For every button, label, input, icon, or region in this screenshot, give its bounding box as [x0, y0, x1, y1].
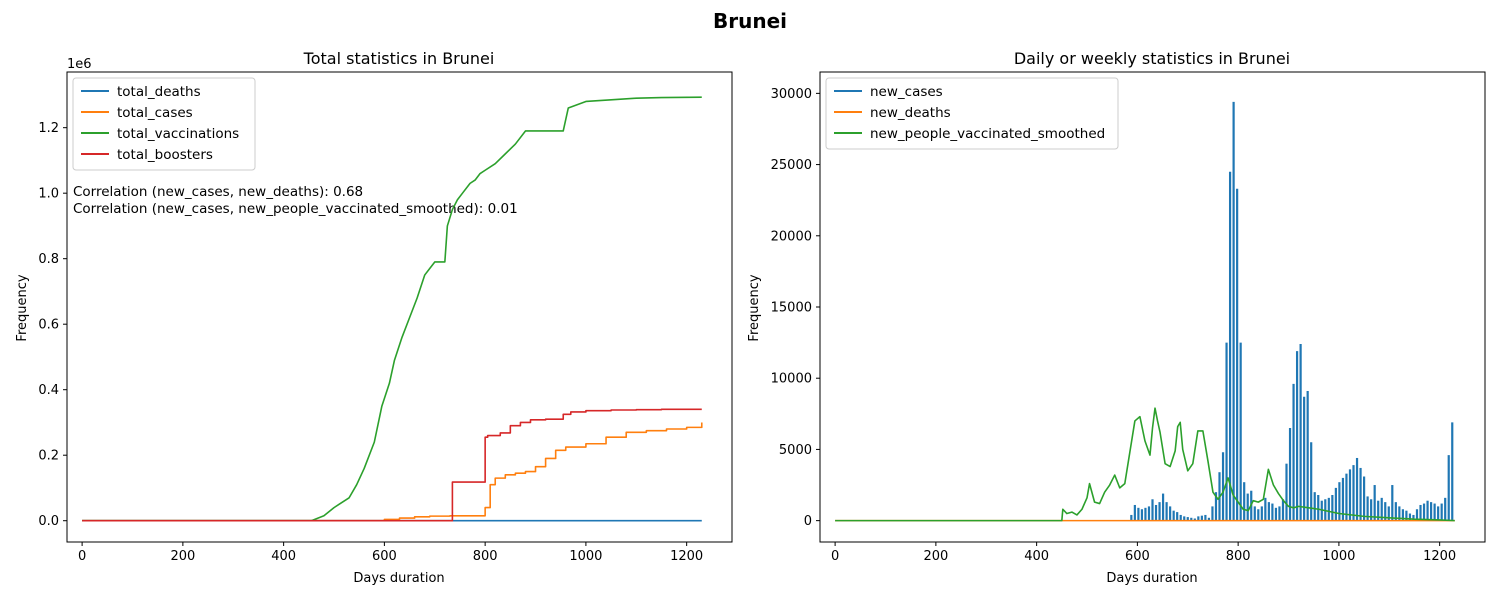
daily-statistics-chart: Daily or weekly statistics in Brunei Day… [747, 49, 1485, 586]
total-x-tick-label: 400 [271, 549, 296, 564]
total-legend-label-total-deaths: total_deaths [117, 84, 201, 100]
total-x-tick-label: 1000 [569, 549, 602, 564]
total-x-tick-label: 0 [78, 549, 86, 564]
total-x-tick-label: 200 [170, 549, 195, 564]
total-y-tick-label: 0.0 [38, 514, 59, 529]
daily-chart-ylabel: Frequency [747, 274, 762, 341]
total-legend: total_deaths total_cases total_vaccination… [73, 78, 255, 170]
daily-legend-label-new-people-vaccinated-smoothed: new_people_vaccinated_smoothed [870, 126, 1105, 142]
daily-x-tick-label: 0 [831, 549, 839, 564]
figure-title: Brunei [713, 9, 787, 33]
total-x-tick-label: 1200 [670, 549, 703, 564]
daily-y-tick-label: 25000 [771, 158, 812, 173]
daily-legend-label-new-cases: new_cases [870, 84, 943, 100]
daily-series-new-cases [1131, 102, 1452, 521]
total-y-tick-label: 1.0 [38, 187, 59, 202]
total-series-total-boosters-line [82, 409, 702, 520]
daily-y-tick-label: 15000 [771, 301, 812, 316]
total-chart-title: Total statistics in Brunei [303, 49, 495, 68]
total-x-tick-label: 600 [372, 549, 397, 564]
daily-series-new-people-vaccinated-smoothed-line [835, 408, 1455, 521]
total-legend-label-total-cases: total_cases [117, 105, 193, 121]
daily-series-group [835, 102, 1455, 521]
daily-x-tick-label: 200 [923, 549, 948, 564]
total-y-tick-label: 0.8 [38, 252, 59, 267]
daily-legend: new_cases new_deaths new_people_vaccinated… [826, 78, 1118, 149]
total-y-tick-label: 0.2 [38, 449, 59, 464]
total-chart-ylabel: Frequency [15, 274, 30, 341]
total-y-tick-label: 1.2 [38, 121, 59, 136]
daily-chart-xlabel: Days duration [1106, 571, 1197, 586]
daily-x-tick-label: 1200 [1423, 549, 1456, 564]
daily-y-tick-label: 0 [804, 514, 812, 529]
total-legend-label-total-boosters: total_boosters [117, 147, 213, 163]
total-statistics-chart: Total statistics in Brunei 1e6 Days dura… [15, 49, 732, 586]
daily-y-tick-label: 30000 [771, 87, 812, 102]
daily-chart-title: Daily or weekly statistics in Brunei [1014, 49, 1290, 68]
daily-x-tick-label: 1000 [1322, 549, 1355, 564]
total-y-tick-label: 0.6 [38, 318, 59, 333]
total-y-tick-label: 0.4 [38, 383, 59, 398]
daily-y-tick-label: 20000 [771, 229, 812, 244]
total-series-total-cases-line [82, 422, 702, 520]
daily-legend-label-new-deaths: new_deaths [870, 105, 951, 121]
total-x-tick-label: 800 [473, 549, 498, 564]
daily-x-tick-label: 400 [1024, 549, 1049, 564]
daily-y-tick-label: 10000 [771, 372, 812, 387]
correlation-deaths-annotation: Correlation (new_cases, new_deaths): 0.6… [73, 184, 363, 200]
total-chart-xlabel: Days duration [353, 571, 444, 586]
total-chart-y-offset-label: 1e6 [67, 57, 92, 72]
daily-x-tick-label: 800 [1226, 549, 1251, 564]
total-legend-label-total-vaccinations: total_vaccinations [117, 126, 239, 142]
daily-x-tick-label: 600 [1125, 549, 1150, 564]
daily-y-tick-label: 5000 [779, 443, 812, 458]
